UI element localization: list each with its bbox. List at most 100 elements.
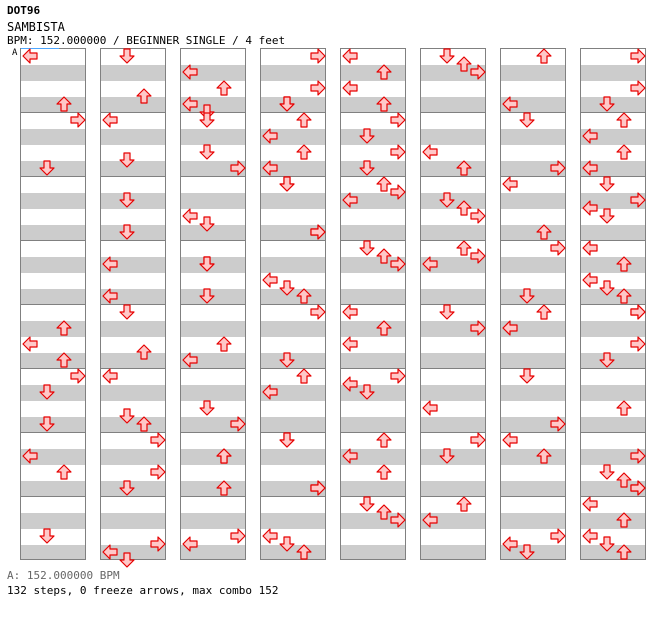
left-arrow-icon	[262, 528, 278, 544]
beat-stripe	[341, 289, 405, 305]
up-arrow-icon	[616, 512, 632, 528]
right-arrow-icon	[550, 416, 566, 432]
up-arrow-icon	[56, 320, 72, 336]
down-arrow-icon	[119, 152, 135, 168]
down-arrow-icon	[279, 176, 295, 192]
beat-stripe	[501, 385, 565, 401]
measure-line	[101, 432, 165, 433]
down-arrow-icon	[119, 224, 135, 240]
beat-stripe	[421, 481, 485, 497]
beat-stripe	[261, 225, 325, 241]
left-arrow-icon	[342, 80, 358, 96]
left-arrow-icon	[582, 528, 598, 544]
left-arrow-icon	[182, 96, 198, 112]
left-arrow-icon	[182, 536, 198, 552]
down-arrow-icon	[119, 408, 135, 424]
beat-stripe	[341, 225, 405, 241]
right-arrow-icon	[390, 184, 406, 200]
right-arrow-icon	[310, 80, 326, 96]
left-arrow-icon	[182, 352, 198, 368]
measure-line	[421, 112, 485, 113]
right-arrow-icon	[630, 448, 646, 464]
down-arrow-icon	[279, 352, 295, 368]
measure-line	[21, 240, 85, 241]
beat-stripe	[261, 417, 325, 433]
measure-line	[341, 304, 405, 305]
song-id: DOT96	[7, 4, 41, 17]
measure-line	[421, 496, 485, 497]
measure-line	[341, 240, 405, 241]
down-arrow-icon	[39, 416, 55, 432]
down-arrow-icon	[599, 280, 615, 296]
left-arrow-icon	[182, 64, 198, 80]
beat-stripe	[261, 481, 325, 497]
beat-stripe	[341, 321, 405, 337]
right-arrow-icon	[310, 480, 326, 496]
beat-stripe	[581, 513, 645, 529]
up-arrow-icon	[136, 344, 152, 360]
down-arrow-icon	[359, 160, 375, 176]
measure-line	[101, 112, 165, 113]
right-arrow-icon	[390, 256, 406, 272]
beat-stripe	[501, 161, 565, 177]
up-arrow-icon	[296, 112, 312, 128]
beat-stripe	[341, 97, 405, 113]
left-arrow-icon	[102, 368, 118, 384]
left-arrow-icon	[22, 48, 38, 64]
measure-line	[421, 304, 485, 305]
beat-stripe	[181, 321, 245, 337]
measure-line	[261, 240, 325, 241]
up-arrow-icon	[136, 88, 152, 104]
down-arrow-icon	[279, 536, 295, 552]
beat-stripe	[21, 481, 85, 497]
left-arrow-icon	[582, 160, 598, 176]
step-stats: 132 steps, 0 freeze arrows, max combo 15…	[7, 584, 279, 597]
measure-line	[581, 240, 645, 241]
beat-stripe	[21, 321, 85, 337]
beat-stripe	[101, 321, 165, 337]
beat-stripe	[341, 545, 405, 559]
beat-stripe	[501, 257, 565, 273]
measure-line	[581, 112, 645, 113]
measure-line	[21, 432, 85, 433]
left-arrow-icon	[422, 256, 438, 272]
beat-stripe	[581, 289, 645, 305]
down-arrow-icon	[119, 48, 135, 64]
measure-line	[261, 304, 325, 305]
down-arrow-icon	[599, 176, 615, 192]
left-arrow-icon	[342, 304, 358, 320]
right-arrow-icon	[630, 336, 646, 352]
bpm-marker-line	[21, 48, 59, 49]
up-arrow-icon	[616, 400, 632, 416]
down-arrow-icon	[519, 368, 535, 384]
left-arrow-icon	[422, 400, 438, 416]
measure-line	[261, 112, 325, 113]
beat-stripe	[101, 129, 165, 145]
left-arrow-icon	[422, 144, 438, 160]
beat-stripe	[21, 193, 85, 209]
beat-stripe	[261, 545, 325, 559]
measure-line	[101, 496, 165, 497]
right-arrow-icon	[230, 160, 246, 176]
measure-line	[421, 240, 485, 241]
left-arrow-icon	[422, 512, 438, 528]
right-arrow-icon	[470, 64, 486, 80]
measure-line	[21, 496, 85, 497]
left-arrow-icon	[182, 208, 198, 224]
down-arrow-icon	[119, 552, 135, 568]
up-arrow-icon	[216, 336, 232, 352]
up-arrow-icon	[376, 320, 392, 336]
left-arrow-icon	[342, 376, 358, 392]
up-arrow-icon	[296, 544, 312, 560]
up-arrow-icon	[456, 160, 472, 176]
right-arrow-icon	[470, 248, 486, 264]
up-arrow-icon	[56, 464, 72, 480]
left-arrow-icon	[22, 448, 38, 464]
down-arrow-icon	[359, 240, 375, 256]
beat-stripe	[101, 449, 165, 465]
right-arrow-icon	[310, 304, 326, 320]
right-arrow-icon	[630, 480, 646, 496]
up-arrow-icon	[296, 144, 312, 160]
beat-stripe	[101, 385, 165, 401]
beat-stripe	[341, 513, 405, 529]
